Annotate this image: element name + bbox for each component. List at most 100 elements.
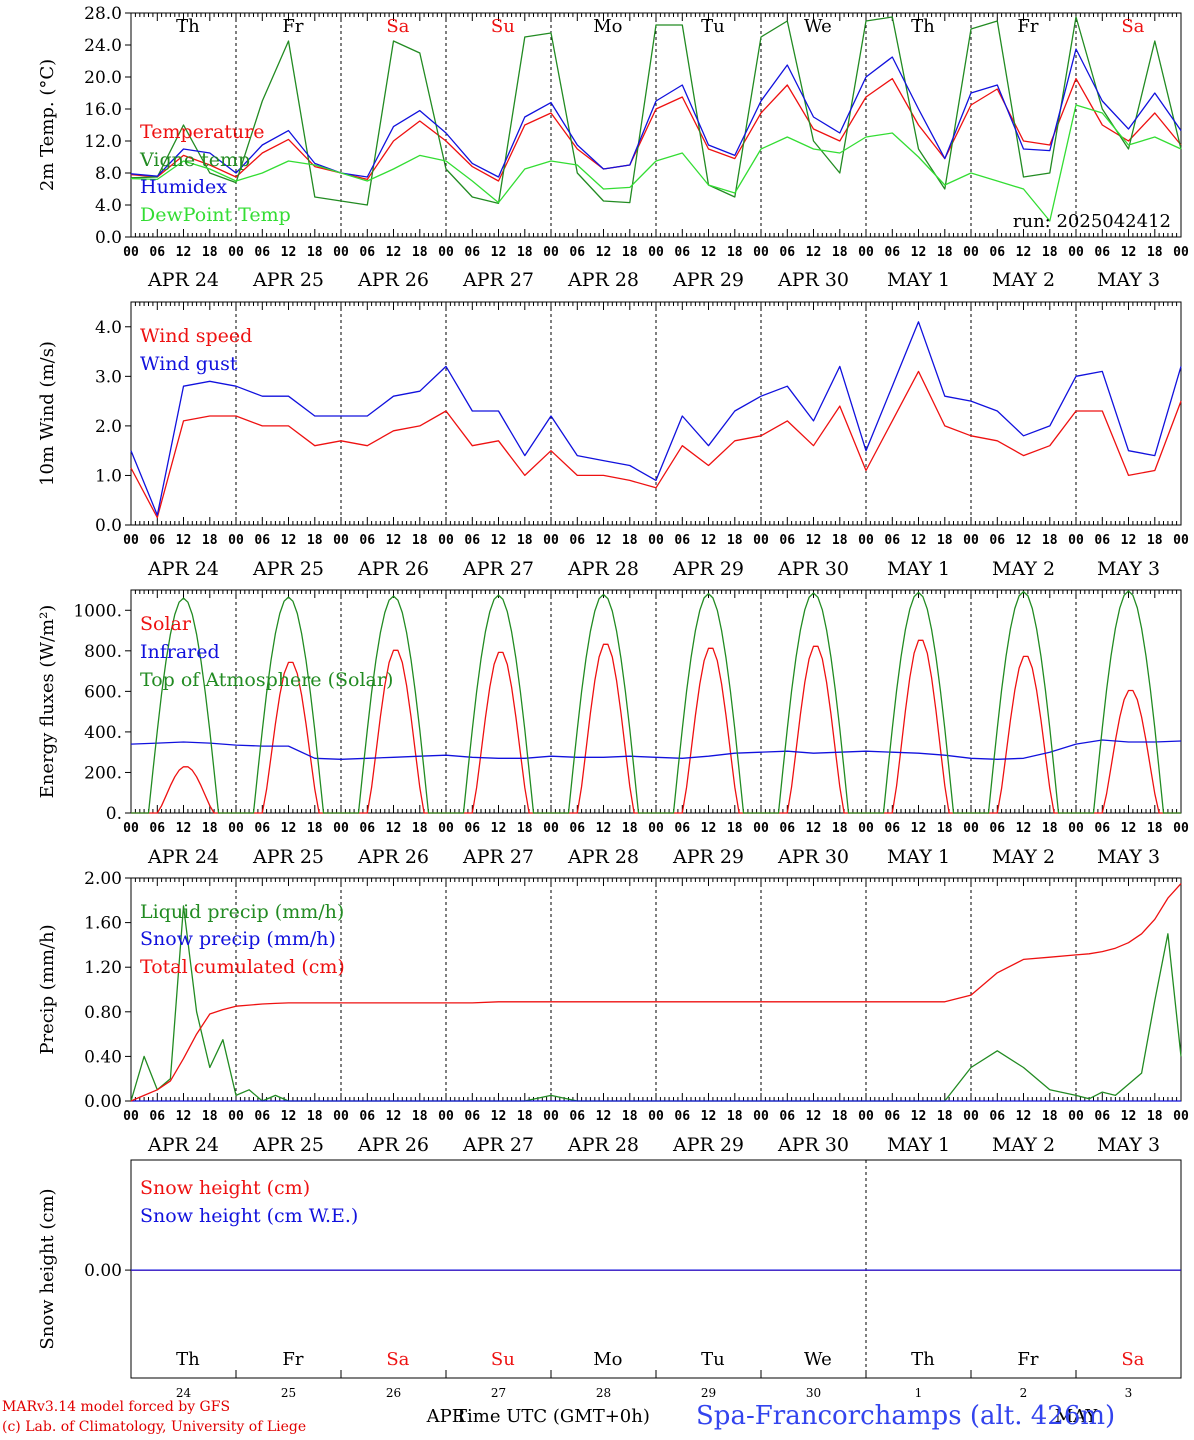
date-label: APR 26 <box>357 558 429 580</box>
hour-tick-label: 00 <box>858 1109 874 1124</box>
x-ticks <box>130 13 1182 237</box>
series-line-wind-gust <box>130 321 1182 516</box>
legend-label: Wind speed <box>140 325 252 347</box>
hour-tick-label: 18 <box>937 533 953 548</box>
hour-tick-label: 00 <box>543 245 559 260</box>
date-label: APR 30 <box>777 846 849 868</box>
hour-tick-label: 06 <box>464 821 480 836</box>
weekday-label: Th <box>176 1349 200 1370</box>
date-label: APR 29 <box>672 1134 744 1156</box>
day-number-label: 24 <box>176 1386 192 1400</box>
legend-label: DewPoint Temp <box>140 204 291 226</box>
day-number-label: 26 <box>386 1386 401 1400</box>
y-tick-label: 400. <box>84 723 122 743</box>
hour-tick-label: 06 <box>359 245 375 260</box>
hour-tick-label: 18 <box>622 1109 638 1124</box>
y-tick-label: 1.60 <box>84 914 122 934</box>
y-axis-label: 2m Temp. (°C) <box>37 59 58 191</box>
series-line-wind-speed <box>130 370 1182 519</box>
hour-tick-label: 12 <box>1016 533 1032 548</box>
hour-tick-label: 06 <box>1094 533 1110 548</box>
date-label: MAY 3 <box>1097 846 1160 868</box>
hour-tick-label: 06 <box>464 533 480 548</box>
y-tick-label: 1.20 <box>84 958 122 978</box>
hour-tick-label: 00 <box>228 245 244 260</box>
hour-tick-label: 12 <box>701 1109 717 1124</box>
hour-tick-label: 06 <box>149 821 165 836</box>
weekday-label: We <box>804 16 832 37</box>
legend-label: Temperature <box>140 121 264 143</box>
weekday-label: Sa <box>386 16 409 37</box>
month-label: APR <box>426 1406 466 1427</box>
hour-tick-label: 00 <box>438 821 454 836</box>
hour-tick-label: 12 <box>596 821 612 836</box>
y-tick-label: 800. <box>84 642 122 662</box>
hour-tick-label: 12 <box>281 821 297 836</box>
day-number-label: 25 <box>281 1386 296 1400</box>
y-axis-label: Snow height (cm) <box>37 1188 58 1349</box>
date-label: APR 30 <box>777 1134 849 1156</box>
y-tick-label: 600. <box>84 682 122 702</box>
weekday-label: Fr <box>282 16 303 37</box>
hour-tick-label: 00 <box>963 533 979 548</box>
y-tick-label: 0.00 <box>84 1261 122 1281</box>
hour-tick-label: 18 <box>1042 245 1058 260</box>
weekday-label: Sa <box>386 1349 409 1370</box>
model-credit: MARv3.14 model forced by GFS <box>2 1399 231 1415</box>
hour-tick-label: 12 <box>491 821 507 836</box>
hour-tick-label: 00 <box>648 821 664 836</box>
date-label: MAY 3 <box>1097 558 1160 580</box>
hour-tick-label: 12 <box>1016 821 1032 836</box>
legend-label: Snow height (cm) <box>140 1177 310 1199</box>
series-line-infrared <box>130 739 1182 760</box>
hour-tick-label: 18 <box>202 821 218 836</box>
panel-snow <box>125 1159 1182 1379</box>
y-axis-label: 10m Wind (m/s) <box>37 341 58 486</box>
date-label: MAY 2 <box>992 558 1055 580</box>
date-label: APR 25 <box>252 558 324 580</box>
legend-label: Total cumulated (cm) <box>140 956 345 978</box>
y-axis-label: Precip (mm/h) <box>37 924 58 1054</box>
hour-tick-label: 06 <box>1094 245 1110 260</box>
hour-tick-label: 06 <box>779 533 795 548</box>
series-line-top-of-atmosphere-solar- <box>131 590 1181 814</box>
weekday-label: Tu <box>701 16 725 37</box>
hour-tick-label: 12 <box>1121 245 1137 260</box>
date-label: APR 26 <box>357 846 429 868</box>
hour-tick-label: 06 <box>884 533 900 548</box>
weekday-label: Th <box>911 16 935 37</box>
hour-tick-label: 00 <box>123 533 139 548</box>
hour-tick-label: 06 <box>254 821 270 836</box>
date-label: APR 25 <box>252 1134 324 1156</box>
weekday-label: Mo <box>593 1349 622 1370</box>
hour-tick-label: 06 <box>569 245 585 260</box>
hour-tick-label: 06 <box>254 533 270 548</box>
hour-tick-label: 12 <box>806 1109 822 1124</box>
plot-frame <box>130 301 1182 526</box>
hour-tick-label: 00 <box>543 533 559 548</box>
hour-tick-label: 00 <box>963 245 979 260</box>
hour-tick-label: 00 <box>858 533 874 548</box>
day-number-label: 1 <box>915 1386 923 1400</box>
hour-tick-label: 00 <box>1068 245 1084 260</box>
series-line-total-cumulated-cm- <box>130 883 1182 1102</box>
hour-tick-label: 06 <box>1094 1109 1110 1124</box>
hour-tick-label: 18 <box>517 821 533 836</box>
hour-tick-label: 00 <box>228 821 244 836</box>
hour-tick-label: 00 <box>648 245 664 260</box>
hour-tick-label: 00 <box>753 821 769 836</box>
hour-tick-label: 06 <box>149 245 165 260</box>
y-tick-label: 20.0 <box>84 68 122 88</box>
date-label: APR 24 <box>147 269 219 291</box>
hour-tick-label: 18 <box>832 533 848 548</box>
hour-tick-label: 00 <box>123 245 139 260</box>
hour-tick-label: 12 <box>176 821 192 836</box>
hour-tick-label: 12 <box>911 533 927 548</box>
hour-tick-label: 18 <box>412 245 428 260</box>
hour-tick-label: 00 <box>543 821 559 836</box>
hour-tick-label: 18 <box>727 245 743 260</box>
hour-tick-label: 12 <box>491 533 507 548</box>
series-line-dewpoint-temp <box>130 104 1182 222</box>
y-tick-label: 0.80 <box>84 1003 122 1023</box>
